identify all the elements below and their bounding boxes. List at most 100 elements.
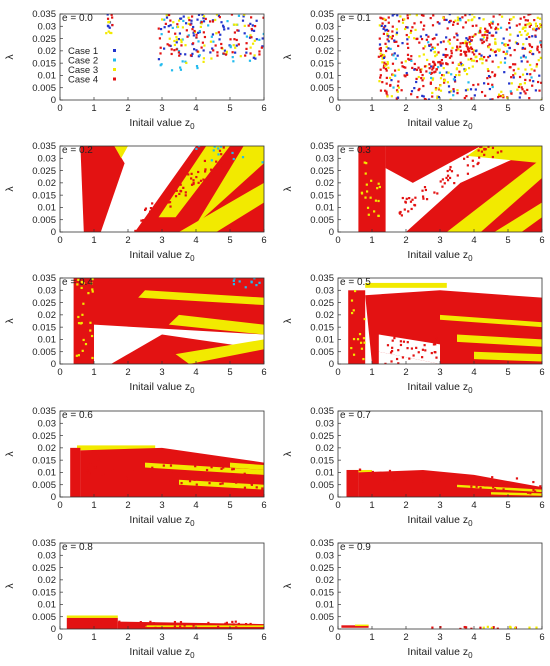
data-point xyxy=(229,38,232,41)
data-point xyxy=(468,50,471,53)
data-point xyxy=(387,47,390,50)
data-point xyxy=(203,44,206,47)
data-point xyxy=(233,31,236,34)
region xyxy=(378,334,440,364)
x-tick-label: 4 xyxy=(471,632,476,643)
data-point xyxy=(192,42,195,45)
data-point xyxy=(509,626,512,629)
data-point xyxy=(222,25,225,29)
data-point xyxy=(422,28,425,31)
data-point xyxy=(400,214,403,217)
data-point xyxy=(418,87,421,91)
y-tick-label: 0.035 xyxy=(32,141,56,152)
data-point xyxy=(184,44,187,47)
data-point xyxy=(406,38,409,41)
data-point xyxy=(456,22,459,25)
data-point xyxy=(504,43,507,46)
data-point xyxy=(159,46,162,49)
data-point xyxy=(175,38,178,41)
data-point xyxy=(139,621,142,624)
data-point xyxy=(482,55,486,59)
data-point xyxy=(385,76,388,79)
data-point xyxy=(168,191,171,194)
data-point xyxy=(448,91,451,94)
data-point xyxy=(479,486,482,489)
data-point xyxy=(469,477,473,480)
data-point xyxy=(421,189,424,192)
data-point xyxy=(358,332,362,336)
data-point xyxy=(480,150,483,153)
region xyxy=(491,492,542,496)
data-point xyxy=(410,207,413,211)
panel-label: e = 0.7 xyxy=(340,410,371,421)
data-point xyxy=(253,278,256,280)
data-point xyxy=(172,470,175,473)
data-point xyxy=(216,54,219,57)
data-point xyxy=(536,47,539,50)
data-point xyxy=(237,43,240,46)
data-point xyxy=(429,81,432,84)
region xyxy=(474,351,542,362)
x-axis-label: Initail value z0 xyxy=(129,117,195,131)
y-tick-label: 0.02 xyxy=(38,178,57,189)
x-tick-label: 6 xyxy=(261,632,266,643)
data-point xyxy=(142,219,145,222)
data-point xyxy=(523,90,526,93)
data-point xyxy=(493,74,496,78)
data-point xyxy=(425,65,428,68)
data-point xyxy=(378,24,381,27)
data-point xyxy=(224,53,228,56)
data-point xyxy=(397,44,400,48)
data-point xyxy=(523,47,527,50)
data-point xyxy=(192,181,195,184)
data-point xyxy=(235,626,238,629)
data-point xyxy=(517,67,520,70)
data-point xyxy=(262,32,264,36)
data-point xyxy=(387,16,390,19)
data-point xyxy=(428,67,431,70)
data-point xyxy=(484,94,487,97)
data-point xyxy=(539,56,542,59)
data-point xyxy=(158,37,162,40)
data-point xyxy=(417,75,420,79)
data-point xyxy=(76,283,79,286)
data-point xyxy=(454,19,457,22)
data-point xyxy=(190,19,193,22)
data-point xyxy=(479,31,482,34)
data-point xyxy=(189,54,193,57)
data-point xyxy=(381,53,384,57)
data-point xyxy=(222,52,225,55)
data-point xyxy=(465,72,469,76)
data-point xyxy=(380,17,383,20)
data-point xyxy=(148,210,152,213)
data-point xyxy=(108,20,111,24)
data-point xyxy=(215,14,219,16)
data-point xyxy=(155,210,159,213)
data-point xyxy=(413,203,416,207)
data-point xyxy=(453,36,456,39)
data-point xyxy=(250,27,253,31)
data-point xyxy=(181,60,184,63)
data-point xyxy=(378,483,382,486)
data-point xyxy=(495,26,498,29)
data-point xyxy=(434,54,437,58)
data-point xyxy=(192,624,195,627)
y-tick-label: 0.035 xyxy=(310,273,334,284)
data-point xyxy=(399,340,402,343)
data-point xyxy=(185,29,188,32)
data-point xyxy=(437,333,440,337)
x-tick-label: 5 xyxy=(227,367,232,378)
data-point xyxy=(111,23,114,27)
x-tick-label: 4 xyxy=(471,235,476,246)
data-point xyxy=(371,470,374,474)
data-point xyxy=(212,40,215,43)
y-tick-label: 0.015 xyxy=(310,322,334,333)
panel-label: e = 0.1 xyxy=(340,13,371,24)
data-point xyxy=(94,466,97,469)
data-point xyxy=(442,74,446,77)
data-point xyxy=(380,480,383,483)
data-point xyxy=(502,37,505,40)
data-layer xyxy=(346,468,542,497)
data-point xyxy=(386,61,389,64)
